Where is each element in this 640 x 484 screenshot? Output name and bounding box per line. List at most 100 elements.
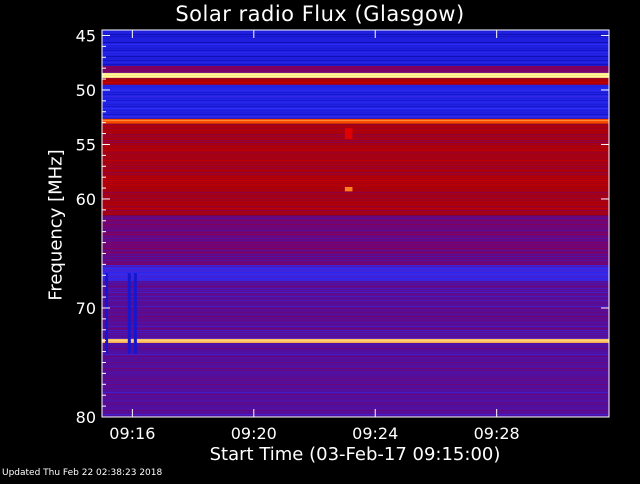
texture-line bbox=[102, 270, 609, 271]
texture-line bbox=[102, 352, 609, 353]
texture-line bbox=[102, 386, 609, 387]
plot-frame bbox=[101, 29, 610, 418]
texture-line bbox=[102, 242, 609, 243]
texture-line bbox=[102, 114, 609, 115]
texture-line bbox=[102, 344, 609, 345]
texture-line bbox=[102, 140, 609, 141]
texture-line bbox=[102, 130, 609, 131]
texture-line bbox=[102, 148, 609, 149]
texture-line bbox=[102, 384, 609, 385]
texture-line bbox=[102, 62, 609, 63]
texture-line bbox=[102, 330, 609, 331]
texture-line bbox=[102, 320, 609, 321]
texture-line bbox=[102, 84, 609, 85]
texture-line bbox=[102, 412, 609, 413]
texture-line bbox=[102, 328, 609, 329]
texture-line bbox=[102, 372, 609, 373]
texture-line bbox=[102, 274, 609, 275]
texture-line bbox=[102, 210, 609, 211]
texture-line bbox=[102, 280, 609, 281]
texture-line bbox=[102, 88, 609, 89]
texture-line bbox=[102, 322, 609, 323]
texture-line bbox=[102, 132, 609, 133]
texture-line bbox=[102, 202, 609, 203]
texture-line bbox=[102, 260, 609, 261]
texture-line bbox=[102, 172, 609, 173]
texture-line bbox=[102, 226, 609, 227]
texture-line bbox=[102, 176, 609, 177]
texture-line bbox=[102, 272, 609, 273]
texture-line bbox=[102, 374, 609, 375]
texture-line bbox=[102, 58, 609, 59]
texture-line bbox=[102, 252, 609, 253]
texture-line bbox=[102, 214, 609, 215]
texture-line bbox=[102, 182, 609, 183]
texture-line bbox=[102, 282, 609, 283]
texture-line bbox=[102, 194, 609, 195]
texture-line bbox=[102, 296, 609, 297]
texture-line bbox=[102, 332, 609, 333]
band-1 bbox=[102, 65, 609, 73]
texture-line bbox=[102, 346, 609, 347]
x-axis-label: Start Time (03-Feb-17 09:15:00) bbox=[209, 444, 501, 465]
texture-line bbox=[102, 94, 609, 95]
texture-line bbox=[102, 60, 609, 61]
texture-line bbox=[102, 146, 609, 147]
texture-line bbox=[102, 216, 609, 217]
burst-0 bbox=[105, 273, 109, 354]
texture-line bbox=[102, 224, 609, 225]
texture-line bbox=[102, 414, 609, 415]
texture-line bbox=[102, 74, 609, 75]
texture-line bbox=[102, 78, 609, 79]
texture-line bbox=[102, 302, 609, 303]
texture-line bbox=[102, 40, 609, 41]
texture-line bbox=[102, 310, 609, 311]
axes: 45 50 55 60 70 80 09:16 09:20 09:24 09:28 bbox=[76, 26, 610, 443]
texture-line bbox=[102, 150, 609, 151]
texture-line bbox=[102, 68, 609, 69]
texture-line bbox=[102, 118, 609, 119]
texture-line bbox=[102, 128, 609, 129]
texture-line bbox=[102, 180, 609, 181]
texture-line bbox=[102, 266, 609, 267]
texture-line bbox=[102, 236, 609, 237]
texture-line bbox=[102, 340, 609, 341]
texture-line bbox=[102, 398, 609, 399]
texture-line bbox=[102, 250, 609, 251]
texture-line bbox=[102, 138, 609, 139]
texture-line bbox=[102, 120, 609, 121]
texture-line bbox=[102, 256, 609, 257]
band-11 bbox=[102, 342, 609, 417]
texture-line bbox=[102, 144, 609, 145]
texture-line bbox=[102, 408, 609, 409]
texture-line bbox=[102, 102, 609, 103]
chart-title: Solar radio Flux (Glasgow) bbox=[175, 2, 465, 26]
band-5 bbox=[102, 118, 609, 124]
texture-line bbox=[102, 262, 609, 263]
texture-line bbox=[102, 248, 609, 249]
texture-line bbox=[102, 166, 609, 167]
texture-line bbox=[102, 76, 609, 77]
texture-line bbox=[102, 286, 609, 287]
burst-3 bbox=[344, 128, 353, 140]
texture-line bbox=[102, 44, 609, 45]
texture-line bbox=[102, 126, 609, 127]
texture-line bbox=[102, 160, 609, 161]
texture-line bbox=[102, 158, 609, 159]
texture-line bbox=[102, 32, 609, 33]
texture-line bbox=[102, 240, 609, 241]
texture-line bbox=[102, 64, 609, 65]
texture-line bbox=[102, 278, 609, 279]
texture-line bbox=[102, 380, 609, 381]
band-0 bbox=[102, 30, 609, 66]
texture-line bbox=[102, 312, 609, 313]
texture-line bbox=[102, 208, 609, 209]
texture-line bbox=[102, 218, 609, 219]
texture-line bbox=[102, 72, 609, 73]
texture-line bbox=[102, 360, 609, 361]
updated-timestamp: Updated Thu Feb 22 02:38:23 2018 bbox=[2, 468, 163, 478]
texture-line bbox=[102, 402, 609, 403]
texture-line bbox=[102, 288, 609, 289]
